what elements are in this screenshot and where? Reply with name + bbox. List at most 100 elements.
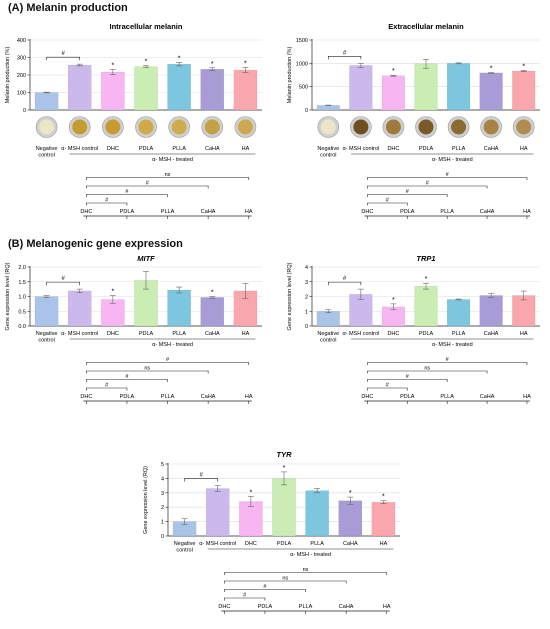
well-content <box>171 119 187 135</box>
significance-star: * <box>490 66 493 73</box>
comparison-label: PDLA <box>258 604 273 610</box>
significance-star: * <box>283 465 286 472</box>
comparison-label: PDLA <box>120 209 135 215</box>
comparison-mark: # <box>386 383 390 389</box>
category-label: CaHA <box>205 331 220 337</box>
chart-title: TYR <box>277 450 293 459</box>
significance-star: * <box>382 494 385 501</box>
comparison-label: PDLA <box>400 394 415 400</box>
intracellular-melanin-chart: Intracellular melanin Melanin production … <box>5 22 262 219</box>
comparison-bracket <box>86 379 168 382</box>
comparison-bracket <box>367 379 448 382</box>
comparison-bracket <box>86 370 209 374</box>
comparison-bracket <box>367 202 408 206</box>
y-tick-label: 500 <box>299 85 308 91</box>
comparison-label: HA <box>245 209 253 215</box>
category-label: DHC <box>387 331 399 337</box>
category-label: Negative control <box>317 146 339 159</box>
category-label: PLLA <box>172 331 186 337</box>
category-label: α- MSH control <box>342 331 379 337</box>
comparison-mark: # <box>446 357 450 363</box>
section-a-title: (A) Melanin production <box>8 2 128 14</box>
category-label: PDLA <box>139 146 154 152</box>
y-tick-label: 1 <box>161 520 164 526</box>
bar <box>479 295 503 327</box>
category-label: HA <box>380 541 388 547</box>
comparison-bracket <box>367 370 488 374</box>
significance-bracket <box>184 478 219 482</box>
category-label: Negative control <box>174 541 196 554</box>
well-content <box>138 119 154 135</box>
category-label: PDLA <box>277 541 292 547</box>
comparison-label: PDLA <box>400 209 415 215</box>
comparison-mark: ns <box>165 172 171 178</box>
y-tick-label: 3 <box>161 491 164 497</box>
comparison-bracket <box>367 177 528 180</box>
comparison-label: DHC <box>361 394 373 400</box>
treated-label: α- MSH - treated <box>432 342 473 348</box>
comparison-label: CaHA <box>201 394 216 400</box>
significance-star: * <box>425 276 428 283</box>
comparison-bracket <box>367 185 488 189</box>
significance-hash: # <box>61 51 65 57</box>
significance-star: * <box>522 63 525 70</box>
significance-star: * <box>244 60 247 67</box>
category-label: CaHA <box>343 541 358 547</box>
bar <box>349 65 373 111</box>
comparison-bracket <box>224 589 306 592</box>
bar <box>316 105 340 111</box>
bar <box>233 69 258 111</box>
well-content <box>353 119 369 135</box>
significance-star: * <box>178 55 181 62</box>
bar <box>67 290 92 327</box>
category-label: PDLA <box>419 331 434 337</box>
trp1-expression-chart: TRP1 Gene expression level (RQ) 0 1 2 3 4 * * # Ne… <box>287 254 540 404</box>
comparison-label: PLLA <box>161 394 175 400</box>
significance-hash: # <box>343 50 347 56</box>
y-axis-label: Melanin production (%) <box>287 47 293 104</box>
well-content <box>320 119 336 135</box>
y-tick-label: 0 <box>23 108 26 114</box>
significance-star: * <box>111 289 114 296</box>
comparison-label: PLLA <box>299 604 313 610</box>
y-axis-label: Gene expression level (RQ) <box>5 262 11 330</box>
y-tick-label: 0 <box>305 108 308 114</box>
category-label: HA <box>242 331 250 337</box>
significance-star: * <box>211 61 214 68</box>
bar <box>414 285 438 327</box>
well-content <box>105 119 121 135</box>
bar <box>200 297 225 327</box>
comparison-label: DHC <box>80 394 92 400</box>
significance-star: * <box>392 297 395 304</box>
category-label: CaHA <box>205 146 220 152</box>
bar <box>167 289 191 327</box>
y-axis-label: Gene expression level (RQ) <box>143 466 149 534</box>
category-label: DHC <box>245 541 257 547</box>
comparison-mark: # <box>406 374 410 380</box>
y-tick-label: 2.0 <box>18 265 26 271</box>
bar <box>414 63 438 111</box>
well-content <box>516 119 532 135</box>
comparison-bracket <box>86 177 250 180</box>
category-label: HA <box>242 146 250 152</box>
bar <box>134 66 158 111</box>
bar <box>338 500 363 537</box>
well-content <box>451 119 467 135</box>
y-tick-label: 1500 <box>296 38 308 44</box>
well-content <box>39 119 55 135</box>
category-label: PLLA <box>310 541 324 547</box>
comparison-mark: ns <box>424 366 430 372</box>
y-tick-label: 1 <box>305 309 308 315</box>
comparison-bracket <box>86 185 209 189</box>
y-tick-label: 4 <box>161 476 164 482</box>
well-content <box>483 119 499 135</box>
y-tick-label: 0.5 <box>18 309 26 315</box>
category-label: CaHA <box>484 331 499 337</box>
significance-star: * <box>349 490 352 497</box>
comparison-label: DHC <box>361 209 373 215</box>
comparison-bracket <box>86 387 128 391</box>
comparison-mark: # <box>426 181 430 187</box>
significance-bracket <box>327 281 362 286</box>
bar <box>371 501 396 537</box>
significance-bracket <box>327 56 362 60</box>
